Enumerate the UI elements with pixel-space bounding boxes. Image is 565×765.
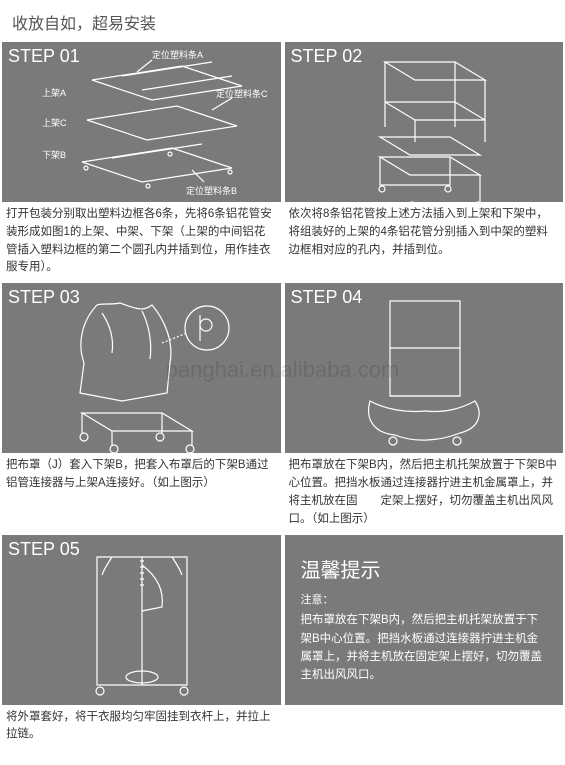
callout-lb: 下架B	[42, 150, 66, 160]
tips-cell: 温馨提示 注意： 把布罩放在下架B内，然后把主机托架放置于下架B中心位置。把挡水…	[285, 535, 564, 765]
step-5: STEP 05 将外罩套好，将干	[2, 535, 281, 765]
callout-ua: 上架A	[42, 88, 66, 98]
tips-panel: 温馨提示 注意： 把布罩放在下架B内，然后把主机托架放置于下架B中心位置。把挡水…	[285, 535, 564, 705]
step-4-diagram	[285, 283, 564, 453]
step-2-panel: STEP 02	[285, 42, 564, 202]
step-2: STEP 02	[285, 42, 564, 279]
step-4-panel: STEP 04	[285, 283, 564, 453]
callout-b: 定位塑料条B	[186, 185, 237, 196]
step-1: STEP 01	[2, 42, 281, 279]
step-4-caption: 把布罩放在下架B内，然后把主机托架放置于下架B中心位置。把挡水板通过连接器拧进主…	[285, 453, 564, 530]
step-3-panel: STEP 03	[2, 283, 281, 453]
steps-grid: STEP 01	[0, 42, 565, 765]
step-4-label: STEP 04	[291, 287, 363, 308]
step-5-diagram	[2, 535, 281, 705]
step-3: STEP 03	[2, 283, 281, 530]
step-1-caption: 打开包装分别取出塑料边框各6条，先将6条铝花管安装形成如图1的上架、中架、下架（…	[2, 202, 281, 279]
tips-body: 把布罩放在下架B内，然后把主机托架放置于下架B中心位置。把挡水板通过连接器拧进主…	[301, 611, 548, 685]
page-title: 收放自如，超易安装	[0, 0, 565, 42]
step-3-label: STEP 03	[8, 287, 80, 308]
callout-c: 定位塑料条C	[216, 88, 268, 99]
tips-header: 温馨提示	[301, 554, 548, 583]
step-1-label: STEP 01	[8, 46, 80, 67]
step-4: STEP 04 把布罩放在下架B内，然后把主机托架放置于下架B中心位置。把挡水板…	[285, 283, 564, 530]
step-3-diagram	[2, 283, 281, 453]
callout-uc: 上架C	[42, 118, 67, 128]
step-5-caption: 将外罩套好，将干衣服均匀牢固挂到衣杆上，并拉上拉链。	[2, 705, 281, 765]
step-5-label: STEP 05	[8, 539, 80, 560]
step-3-caption: 把布罩（J）套入下架B，把套入布罩后的下架B通过铝管连接器与上架A连接好。（如上…	[2, 453, 281, 513]
step-1-panel: STEP 01	[2, 42, 281, 202]
step-2-label: STEP 02	[291, 46, 363, 67]
step-5-panel: STEP 05	[2, 535, 281, 705]
tips-note: 注意：	[301, 591, 548, 607]
callout-a: 定位塑料条A	[152, 49, 203, 60]
step-2-caption: 依次将8条铝花管按上述方法插入到上架和下架中，将组装好的上架的4条铝花管分别插入…	[285, 202, 564, 262]
